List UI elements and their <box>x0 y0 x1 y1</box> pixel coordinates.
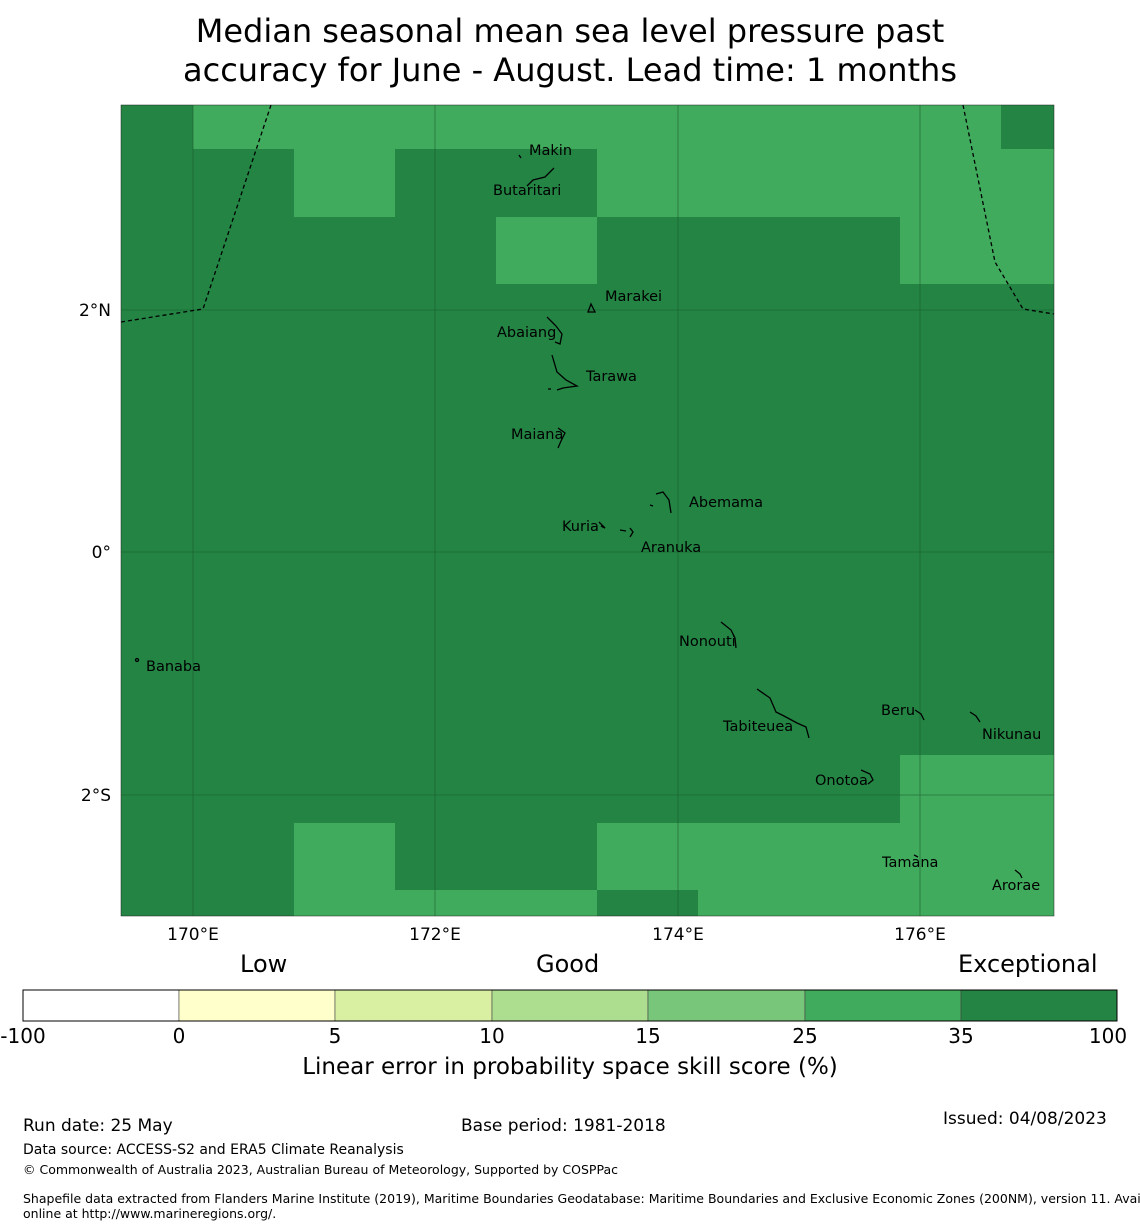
island-shape-tarawa <box>548 354 580 391</box>
lat-tick-label: 0° <box>92 543 111 563</box>
data-source: Data source: ACCESS-S2 and ERA5 Climate … <box>23 1142 404 1158</box>
issued-date: Issued: 04/08/2023 <box>943 1109 1107 1129</box>
chart-title-line2: accuracy for June - August. Lead time: 1… <box>183 51 957 89</box>
cell <box>294 149 395 217</box>
lat-tick-label: 2°S <box>81 786 111 806</box>
island-label: Tarawa <box>585 369 637 385</box>
colorbar-tick: 0 <box>172 1024 186 1048</box>
colorbar-tick: 10 <box>479 1024 505 1048</box>
island-shape-nonouti <box>720 621 737 649</box>
island-label: Tabiteuea <box>722 719 793 735</box>
colorbar-tick: -100 <box>0 1024 46 1048</box>
eez-boundaries <box>120 104 1055 323</box>
colorbar-tick: 15 <box>635 1024 661 1048</box>
copyright: © Commonwealth of Australia 2023, Austra… <box>23 1162 618 1177</box>
colorbar-frame <box>22 989 1118 1022</box>
island-label: Aranuka <box>641 540 701 556</box>
light-skill-cells <box>193 105 1054 916</box>
colorbar-tick: 100 <box>1088 1024 1128 1048</box>
island-shape-beru <box>914 709 925 721</box>
colorbar-category-exceptional: Exceptional <box>958 950 1098 978</box>
colorbar-swatch <box>491 989 649 1022</box>
eez-boundary-east <box>962 104 1055 315</box>
colorbar-swatch <box>178 989 336 1022</box>
shapefile-credit-line2: online at http://www.marineregions.org/. <box>23 1206 277 1221</box>
island-shape-onotoa <box>860 769 874 785</box>
island-shape-arorae <box>1014 869 1023 879</box>
cell <box>900 755 1054 916</box>
lon-tick-label: 176°E <box>894 925 946 945</box>
map-frame <box>120 104 1055 917</box>
lon-tick-label: 174°E <box>652 925 704 945</box>
colorbar-label: Linear error in probability space skill … <box>302 1054 838 1080</box>
cell <box>294 823 395 916</box>
cell <box>698 890 900 916</box>
cell <box>597 823 900 890</box>
island-labels: Makin Butaritari Marakei Abaiang Tarawa … <box>146 143 1041 894</box>
island-shape-tamana <box>913 854 919 858</box>
island-shape-aranuka <box>619 527 634 538</box>
island-label: Banaba <box>146 659 201 675</box>
cell <box>900 217 1054 284</box>
island-label: Abemama <box>689 495 763 511</box>
island-label: Abaiang <box>497 325 556 341</box>
axis-tick-labels: 170°E 172°E 174°E 176°E 2°N 0° 2°S <box>79 301 946 945</box>
colorbar-swatch <box>647 989 806 1022</box>
run-date: Run date: 25 May <box>23 1116 173 1136</box>
eez-boundary-west <box>120 104 272 323</box>
island-shape-tabiteuea <box>756 688 810 739</box>
shapefile-credit-line1: Shapefile data extracted from Flanders M… <box>23 1191 1140 1206</box>
island-label: Marakei <box>605 289 662 305</box>
island-shape-nikunau <box>969 711 981 723</box>
island-label: Nonouti <box>679 634 736 650</box>
island-shape-marakei <box>587 302 597 313</box>
island-shape-abemama <box>649 491 672 514</box>
island-label: Makin <box>529 143 572 159</box>
colorbar-tick: 5 <box>328 1024 342 1048</box>
island-label: Beru <box>881 703 915 719</box>
colorbar-swatch <box>804 989 962 1022</box>
island-shape-maiana <box>557 427 566 449</box>
colorbar <box>22 989 1118 1022</box>
island-shape-banaba <box>134 657 140 663</box>
island-label: Onotoa <box>815 773 868 789</box>
island-label: Maiana <box>511 427 563 443</box>
colorbar-category-good: Good <box>536 950 600 978</box>
island-shape-abaiang <box>546 316 563 345</box>
island-shape-butaritari <box>518 154 555 187</box>
base-period: Base period: 1981-2018 <box>461 1116 666 1136</box>
island-label: Arorae <box>992 878 1040 894</box>
gridlines <box>121 105 1054 916</box>
colorbar-swatch <box>334 989 493 1022</box>
colorbar-tick: 25 <box>792 1024 818 1048</box>
cell <box>597 149 1054 217</box>
lon-tick-label: 170°E <box>167 925 219 945</box>
cell <box>395 890 597 916</box>
island-label: Nikunau <box>982 727 1041 743</box>
island-label: Butaritari <box>493 183 561 199</box>
colorbar-category-low: Low <box>240 950 288 978</box>
island-label: Tamana <box>881 855 938 871</box>
colorbar-swatch <box>960 989 1118 1022</box>
cell <box>193 105 1001 149</box>
island-outlines <box>134 154 1023 879</box>
chart-title-line1: Median seasonal mean sea level pressure … <box>195 12 945 50</box>
colorbar-swatch <box>22 989 180 1022</box>
island-label: Kuria <box>562 519 599 535</box>
lon-tick-label: 172°E <box>409 925 461 945</box>
lat-tick-label: 2°N <box>79 301 111 321</box>
cell <box>496 217 597 284</box>
colorbar-tick: 35 <box>948 1024 974 1048</box>
island-shape-kuria <box>598 521 606 529</box>
